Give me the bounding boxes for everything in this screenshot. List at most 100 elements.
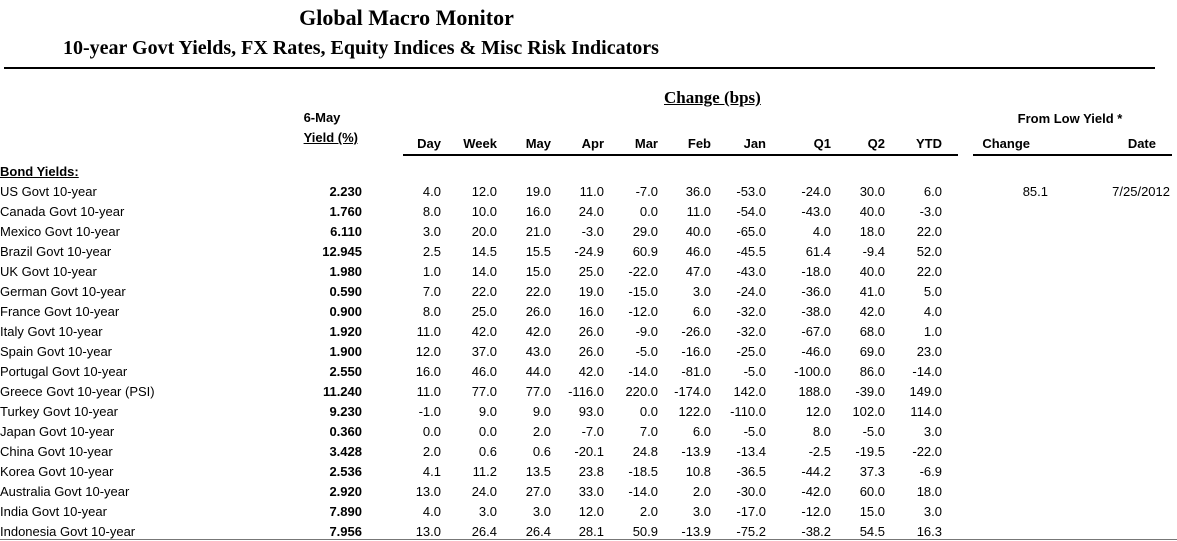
column-header-row: Day Week May Apr Mar Feb Jan Q1 Q2 YTD C… [0, 136, 1177, 162]
change-value: 44.0 [525, 364, 551, 379]
page-title: Global Macro Monitor [299, 5, 514, 30]
change-value: 40.0 [859, 204, 885, 219]
filler-cell [1170, 422, 1177, 442]
table-row: Korea Govt 10-year 2.536 4.1 11.2 13.5 2… [0, 462, 1177, 482]
change-value: 6.0 [692, 424, 711, 439]
change-bps-group-header: Change (bps) [664, 88, 761, 107]
low-change-value [973, 422, 1048, 442]
instrument-name: Mexico Govt 10-year [0, 224, 120, 239]
change-value: 86.0 [859, 364, 885, 379]
change-value: -6.9 [919, 464, 942, 479]
change-value: -25.0 [736, 344, 766, 359]
section-header-row: Bond Yields: [0, 162, 1177, 182]
change-value: 3.0 [692, 284, 711, 299]
col-header-apr: Apr [581, 136, 604, 151]
change-value: 1.0 [422, 264, 441, 279]
spacer-cell [942, 462, 973, 482]
change-value: 1.0 [923, 324, 942, 339]
spacer-cell [942, 422, 973, 442]
change-value: 10.0 [471, 204, 497, 219]
change-value: 2.0 [532, 424, 551, 439]
change-value: -20.1 [574, 444, 604, 459]
change-value: -9.4 [862, 244, 885, 259]
change-value: 11.2 [472, 464, 497, 479]
spacer-cell [942, 382, 973, 402]
table-row: Greece Govt 10-year (PSI) 11.240 11.0 77… [0, 382, 1177, 402]
change-value: -45.5 [736, 244, 766, 259]
change-value: 26.0 [525, 304, 551, 319]
change-value: 6.0 [692, 304, 711, 319]
table-row: US Govt 10-year 2.230 4.0 12.0 19.0 11.0… [0, 182, 1177, 202]
low-change-value [973, 402, 1048, 422]
change-value: 0.6 [478, 444, 497, 459]
change-value: 7.0 [422, 284, 441, 299]
change-value: 15.5 [525, 244, 551, 259]
change-value: 4.1 [422, 464, 441, 479]
filler-cell [1170, 522, 1177, 541]
change-value: 16.0 [525, 204, 551, 219]
low-date-value [1048, 342, 1170, 362]
change-value: -12.0 [628, 304, 658, 319]
low-date-value [1048, 462, 1170, 482]
change-value: 3.0 [923, 504, 942, 519]
low-change-value [973, 262, 1048, 282]
change-value: -24.9 [574, 244, 604, 259]
col-header-low-date: Date [1127, 136, 1156, 151]
instrument-name: Indonesia Govt 10-year [0, 524, 136, 539]
table-row: Brazil Govt 10-year 12.945 2.5 14.5 15.5… [0, 242, 1177, 262]
change-value: 8.0 [422, 204, 441, 219]
low-date-value [1048, 322, 1170, 342]
change-value: 3.0 [923, 424, 942, 439]
change-value: 11.0 [686, 204, 711, 219]
filler-column [1170, 136, 1177, 162]
yield-value: 2.550 [329, 364, 362, 379]
low-date-value: 7/25/2012 [1112, 184, 1170, 199]
change-value: 15.0 [525, 264, 551, 279]
change-columns-rule [403, 154, 958, 156]
change-value: -13.9 [681, 524, 711, 539]
change-value: -22.0 [628, 264, 658, 279]
change-value: -18.0 [801, 264, 831, 279]
spacer-cell [942, 362, 973, 382]
spacer-cell [942, 262, 973, 282]
change-value: 19.0 [525, 184, 551, 199]
change-value: 42.0 [859, 304, 885, 319]
spacer-cell [942, 202, 973, 222]
change-value: 6.0 [923, 184, 942, 199]
change-value: 149.0 [909, 384, 942, 399]
change-value: -3.0 [919, 204, 942, 219]
yield-value: 3.428 [329, 444, 362, 459]
change-value: 40.0 [685, 224, 711, 239]
change-value: 3.0 [692, 504, 711, 519]
yield-value: 2.230 [329, 184, 362, 199]
change-value: 47.0 [685, 264, 711, 279]
low-date-value [1048, 262, 1170, 282]
spacer-cell [942, 482, 973, 502]
change-value: -14.0 [628, 364, 658, 379]
change-value: -174.0 [674, 384, 711, 399]
filler-cell [1170, 342, 1177, 362]
change-value: 28.1 [578, 524, 604, 539]
change-value: 33.0 [578, 484, 604, 499]
change-value: -38.2 [801, 524, 831, 539]
change-value: 40.0 [859, 264, 885, 279]
low-date-value [1048, 222, 1170, 242]
low-change-value [973, 302, 1048, 322]
change-value: -75.2 [736, 524, 766, 539]
change-value: 0.0 [478, 424, 497, 439]
change-value: 52.0 [916, 244, 942, 259]
yield-value: 6.110 [330, 224, 362, 239]
change-value: -5.0 [743, 364, 766, 379]
change-value: 42.0 [525, 324, 551, 339]
low-date-value [1048, 522, 1170, 541]
change-value: 37.3 [859, 464, 885, 479]
change-value: 12.0 [415, 344, 441, 359]
change-value: 24.0 [471, 484, 497, 499]
low-change-value [973, 462, 1048, 482]
low-date-value [1048, 482, 1170, 502]
change-value: 14.5 [471, 244, 497, 259]
low-change-value [973, 382, 1048, 402]
change-value: 19.0 [578, 284, 604, 299]
from-low-columns-rule [973, 154, 1172, 156]
change-value: -67.0 [801, 324, 831, 339]
